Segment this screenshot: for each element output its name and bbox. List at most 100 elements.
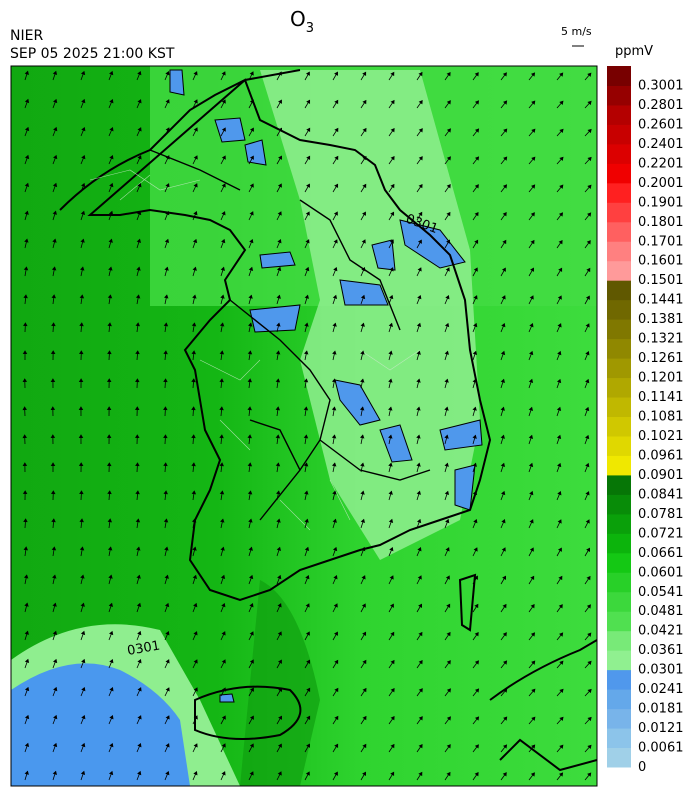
wind-arrow-head <box>136 238 141 243</box>
wind-arrow-head <box>585 462 590 468</box>
wind-arrow-head <box>559 744 564 749</box>
wind-arrow-head <box>558 772 564 777</box>
wind-arrow-head <box>247 378 253 383</box>
wind-arrow-head <box>165 715 170 720</box>
wind-arrow-head <box>500 462 506 467</box>
wind-arrow-head <box>278 99 282 104</box>
wind-arrow-head <box>50 350 56 355</box>
wind-arrow-head <box>165 99 170 104</box>
wind-arrow-head <box>221 602 226 608</box>
wind-arrow-head <box>306 127 311 133</box>
wind-arrow-head <box>362 155 367 161</box>
wind-arrow-head <box>109 182 114 188</box>
wind-arrow-head <box>137 770 142 776</box>
wind-arrow-head <box>249 743 254 748</box>
wind-arrow-head <box>334 687 339 693</box>
colorbar-cell <box>607 319 631 340</box>
wind-arrow-head <box>417 267 422 272</box>
wind-arrow-head <box>472 350 478 355</box>
wind-arrow-head <box>331 462 337 467</box>
wind-arrow-head <box>277 239 282 244</box>
wind-arrow-head <box>417 294 422 300</box>
wind-arrow-head <box>192 574 198 579</box>
wind-arrow-head <box>303 406 309 411</box>
wind-arrow-head <box>586 547 591 552</box>
wind-arrow-head <box>587 632 592 637</box>
wind-arrow-head <box>333 603 338 608</box>
wind-arrow-head <box>557 462 562 468</box>
wind-arrow-head <box>249 99 254 104</box>
wind-arrow-head <box>559 632 564 637</box>
wind-arrow-head <box>502 603 507 609</box>
wind-arrow-head <box>191 434 196 439</box>
wind-arrow-head <box>305 603 310 608</box>
wind-arrow-head <box>135 462 140 467</box>
title-subscript: 3 <box>306 21 314 36</box>
wind-arrow-head <box>389 239 394 244</box>
colorbar-label: 0.1201 <box>638 371 684 386</box>
wind-arrow-head <box>416 350 421 355</box>
wind-arrow-head <box>163 434 168 439</box>
wind-arrow-head <box>163 406 168 411</box>
wind-arrow-head <box>389 267 394 272</box>
wind-arrow-head <box>559 688 564 694</box>
wind-arrow-head <box>474 771 479 777</box>
wind-arrow-head <box>193 743 198 748</box>
colorbar-cell <box>607 650 631 671</box>
wind-arrow-head <box>390 183 395 189</box>
wind-arrow-head <box>51 546 57 551</box>
colorbar-cell <box>607 591 631 612</box>
wind-arrow-head <box>306 743 310 748</box>
wind-arrow-head <box>390 687 395 693</box>
wind-arrow-head <box>500 406 505 411</box>
wind-arrow-head <box>135 294 141 299</box>
wind-arrow-head <box>585 351 590 356</box>
wind-arrow-head <box>303 434 309 439</box>
wind-arrow-head <box>416 406 421 411</box>
wind-arrow-head <box>334 659 339 665</box>
wind-arrow-head <box>332 490 337 495</box>
wind-arrow-head <box>109 155 114 160</box>
wind-arrow-head <box>531 184 536 189</box>
wind-arrow-head <box>361 603 366 608</box>
wind-arrow-head <box>191 378 196 383</box>
wind-arrow-head <box>303 462 309 467</box>
wind-arrow-head <box>390 631 395 637</box>
wind-arrow-head <box>474 744 479 749</box>
wind-arrow-head <box>362 99 367 105</box>
wind-arrow-head <box>165 210 170 216</box>
wind-arrow-head <box>164 574 169 579</box>
wind-arrow-head <box>249 603 254 608</box>
colorbar-label: 0.1601 <box>638 254 684 269</box>
wind-arrow-head <box>503 716 508 721</box>
wind-arrow-head <box>109 687 114 692</box>
wind-arrow-head <box>53 98 58 104</box>
wind-arrow-head <box>586 240 591 245</box>
wind-arrow-head <box>249 155 254 160</box>
wind-arrow-head <box>530 575 535 581</box>
colorbar-cell <box>607 455 631 476</box>
wind-arrow-head <box>446 771 451 777</box>
wind-arrow-head <box>163 518 169 523</box>
wind-arrow-head <box>193 659 198 664</box>
wind-arrow-head <box>446 211 451 217</box>
wind-arrow-head <box>388 322 393 327</box>
colorbar-label: 0.1261 <box>638 351 684 366</box>
wind-arrow-head <box>137 743 142 748</box>
wind-scale-label: 5 m/s <box>561 25 592 38</box>
wind-arrow-head <box>106 462 112 467</box>
wind-arrow-head <box>52 210 57 215</box>
wind-arrow-head <box>334 743 339 749</box>
wind-arrow-head <box>445 547 450 552</box>
wind-arrow-head <box>500 378 505 383</box>
colorbar-label: 0.1021 <box>638 429 684 444</box>
wind-arrow-head <box>220 546 225 551</box>
wind-arrow-head <box>585 295 590 300</box>
wind-arrow-head <box>334 99 339 105</box>
wind-arrow-head <box>275 490 281 495</box>
wind-arrow-head <box>559 660 564 665</box>
colorbar-cell <box>607 533 631 554</box>
map-field: 0301 0301 <box>11 66 597 786</box>
colorbar: 0 0.0061 0.0121 0.0181 0.0241 0.0301 0.0361 0.0… <box>607 66 684 775</box>
wind-arrow-head <box>191 518 197 523</box>
